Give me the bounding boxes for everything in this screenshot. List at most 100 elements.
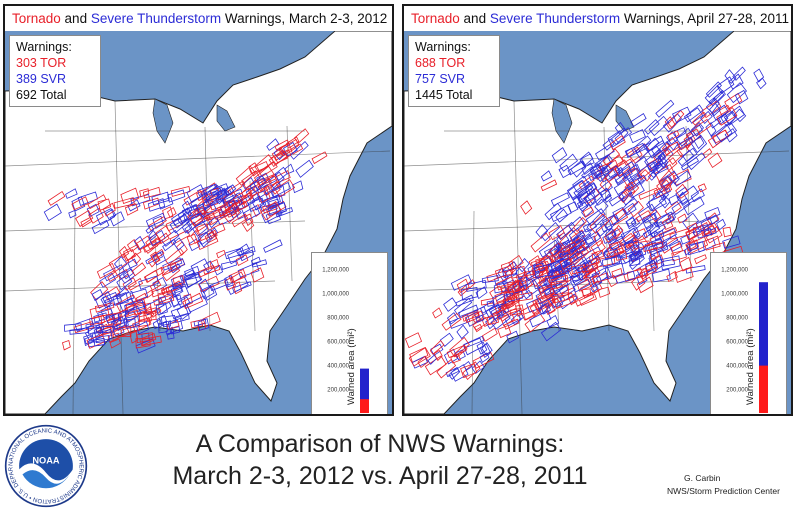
tornado-warning-polygon — [237, 200, 248, 211]
tornado-warning-polygon — [582, 206, 595, 218]
tick-label: 1,200,000 — [721, 268, 748, 274]
tornado-warning-polygon — [139, 188, 150, 198]
svr-warning-polygon — [151, 191, 170, 206]
svr-warning-polygon — [589, 272, 603, 288]
svr-warning-polygon — [572, 175, 590, 193]
tornado-warning-polygon — [216, 249, 226, 259]
tornado-warning-polygon — [497, 325, 512, 339]
svr-warning-polygon — [705, 122, 717, 137]
svr-warning-polygon — [711, 104, 729, 121]
svr-warning-polygon — [602, 230, 617, 244]
footer-title-line2: March 2-3, 2012 vs. April 27-28, 2011 — [172, 462, 588, 490]
svr-warning-polygon — [292, 180, 304, 194]
tornado-warning-polygon — [658, 170, 677, 190]
svr-warning-polygon — [688, 242, 699, 252]
svr-warning-polygon — [548, 242, 562, 257]
svr-warning-polygon — [700, 214, 719, 229]
svr-warning-polygon — [595, 143, 615, 161]
svr-warning-polygon — [724, 111, 737, 125]
svr-warning-polygon — [116, 273, 133, 291]
svr-warning-polygon — [506, 330, 520, 344]
tick-label: 1,200,000 — [322, 268, 349, 274]
tornado-warning-polygon — [449, 336, 470, 358]
tornado-warning-polygon — [144, 266, 165, 283]
tornado-warning-polygon — [667, 109, 685, 129]
svr-warning-polygon — [662, 113, 682, 133]
svr-warning-polygon — [654, 211, 675, 228]
tornado-warning-polygon — [196, 198, 212, 216]
tornado-warning-polygon — [153, 294, 175, 306]
tornado-warning-polygon — [609, 135, 626, 151]
footer: NATIONAL OCEANIC AND ATMOSPHERIC ADMINIS… — [0, 418, 800, 509]
tornado-warning-polygon — [672, 168, 692, 186]
svr-warning-polygon — [145, 212, 166, 228]
svr-warning-polygon — [726, 82, 747, 104]
svr-warning-polygon — [604, 227, 617, 241]
svr-warning-polygon — [475, 314, 485, 323]
bar-svr-area — [759, 282, 768, 413]
tornado-warning-polygon — [248, 162, 260, 177]
svr-warning-polygon — [229, 207, 242, 220]
land-area — [5, 31, 392, 414]
tick-label: 600,000 — [327, 340, 349, 346]
tornado-warning-polygon — [142, 186, 161, 199]
svr-warning-polygon — [152, 215, 164, 229]
svr-warning-polygon — [481, 275, 499, 284]
tornado-warning-polygon — [532, 294, 550, 311]
warned-area-axis-label: Warned area (mi²) — [346, 328, 357, 405]
tornado-warning-polygon — [417, 355, 429, 368]
svr-warning-polygon — [270, 181, 291, 198]
svr-warning-polygon — [634, 156, 650, 172]
svr-warning-polygon — [667, 212, 677, 223]
svr-warning-polygon — [145, 251, 163, 265]
svr-warning-polygon — [680, 234, 691, 245]
tornado-warning-polygon — [664, 200, 682, 217]
svr-warning-polygon — [628, 174, 642, 188]
svr-warning-polygon — [263, 178, 282, 195]
svr-warning-polygon — [692, 224, 706, 237]
svr-warning-polygon — [621, 196, 639, 215]
svr-warning-polygon — [550, 192, 570, 207]
svr-warning-polygon — [683, 104, 704, 123]
tornado-warning-polygon — [71, 196, 89, 211]
svr-warning-polygon — [95, 208, 116, 226]
footer-title-line1: A Comparison of NWS Warnings: — [195, 430, 565, 458]
svr-warning-polygon — [93, 338, 106, 347]
svr-warning-polygon — [119, 297, 136, 313]
svr-warning-polygon — [456, 324, 469, 340]
bar-tor-area — [759, 365, 768, 413]
svr-warning-polygon — [91, 219, 110, 235]
svr-warning-polygon — [249, 175, 268, 193]
svr-warning-polygon — [289, 140, 309, 160]
svr-warning-polygon — [676, 185, 700, 206]
svr-warning-polygon — [237, 262, 260, 278]
tick-label: 200,000 — [726, 388, 748, 394]
tornado-warning-polygon — [224, 204, 237, 218]
svr-warning-polygon — [455, 349, 466, 361]
svr-warning-polygon — [648, 115, 670, 137]
tick-label: 400,000 — [327, 364, 349, 370]
tornado-warning-polygon — [640, 266, 657, 278]
svr-warning-polygon — [682, 212, 700, 231]
svr-warning-polygon — [676, 136, 694, 150]
tornado-warning-polygon — [706, 212, 720, 226]
tornado-warning-polygon — [198, 275, 220, 293]
warning-counts-legend: Warnings: 688 TOR 757 SVR 1445 Total — [408, 35, 500, 107]
svr-warning-polygon — [580, 153, 595, 168]
tornado-warning-polygon — [182, 292, 204, 310]
svr-warning-polygon — [548, 292, 562, 308]
warned-area-svg: 1,200,000 1,000,000 800,000 600,000 400,000 2… — [721, 268, 768, 413]
lake-michigan — [551, 98, 573, 144]
tornado-warning-polygon — [190, 319, 204, 329]
tornado-warning-polygon — [593, 232, 604, 247]
tick-label: 800,000 — [726, 316, 748, 322]
tornado-warning-polygon — [132, 302, 148, 316]
svr-warning-polygon — [105, 208, 117, 221]
tornado-warning-polygon — [210, 187, 223, 199]
tornado-warning-polygon — [611, 268, 623, 279]
tornado-warning-polygon — [520, 200, 533, 215]
tornado-warning-polygon — [263, 180, 281, 197]
svr-warning-polygon — [579, 151, 594, 167]
svr-warning-polygon — [716, 113, 729, 125]
svr-warning-polygon — [216, 209, 235, 226]
